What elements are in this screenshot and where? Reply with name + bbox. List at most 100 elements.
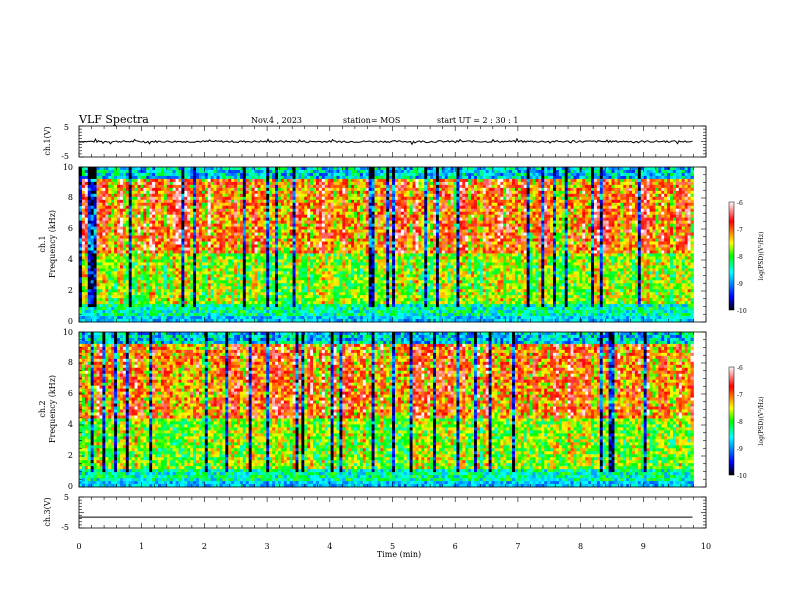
heatmap-cell — [231, 175, 235, 180]
heatmap-cell — [260, 244, 264, 248]
heatmap-cell — [257, 196, 261, 201]
heatmap-cell — [79, 193, 83, 198]
heatmap-cell — [204, 172, 209, 177]
heatmap-cell — [245, 280, 250, 284]
heatmap-cell — [245, 247, 250, 251]
heatmap-cell — [87, 199, 92, 204]
heatmap-cell — [289, 286, 293, 290]
heatmap-cell — [122, 178, 127, 183]
heatmap-cell — [245, 208, 250, 213]
heatmap-cell — [272, 244, 276, 248]
heatmap-cell — [190, 313, 194, 317]
heatmap-cell — [131, 196, 135, 201]
heatmap-cell — [201, 208, 206, 213]
heatmap-cell — [122, 295, 127, 299]
heatmap-cell — [198, 172, 203, 177]
heatmap-cell — [160, 274, 165, 278]
heatmap-cell — [160, 310, 165, 314]
heatmap-cell — [257, 289, 261, 293]
heatmap-cell — [342, 313, 346, 317]
heatmap-cell — [333, 283, 337, 287]
heatmap-cell — [348, 193, 352, 198]
heatmap-cell — [204, 178, 209, 183]
heatmap-cell — [122, 187, 127, 192]
heatmap-cell — [260, 310, 264, 314]
heatmap-cell — [222, 283, 226, 287]
heatmap-cell — [324, 202, 329, 207]
heatmap-cell — [102, 298, 106, 302]
heatmap-cell — [122, 241, 127, 245]
heatmap-cell — [140, 259, 144, 263]
heatmap-cell — [231, 238, 235, 242]
heatmap-cell — [93, 211, 97, 216]
heatmap-cell — [166, 193, 171, 198]
heatmap-cell — [272, 280, 276, 284]
heatmap-cell — [242, 205, 247, 210]
heatmap-cell — [333, 301, 337, 305]
heatmap-cell — [313, 247, 317, 251]
heatmap-cell — [307, 313, 311, 317]
heatmap-cell — [280, 217, 285, 222]
heatmap-cell — [339, 313, 343, 317]
heatmap-cell — [251, 223, 255, 228]
heatmap-cell — [266, 277, 270, 281]
heatmap-cell — [269, 232, 273, 236]
heatmap-cell — [219, 199, 223, 204]
heatmap-cell — [289, 271, 293, 275]
heatmap-cell — [260, 181, 264, 186]
heatmap-cell — [222, 247, 226, 251]
heatmap-cell — [90, 211, 95, 216]
heatmap-cell — [178, 175, 182, 180]
heatmap-cell — [146, 280, 150, 284]
heatmap-cell — [207, 196, 212, 201]
heatmap-cell — [149, 223, 153, 228]
heatmap-cell — [213, 172, 217, 177]
heatmap-cell — [193, 235, 197, 239]
heatmap-cell — [228, 319, 232, 323]
heatmap-cell — [178, 199, 182, 204]
heatmap-cell — [122, 274, 127, 278]
heatmap-cell — [313, 184, 317, 189]
heatmap-cell — [321, 265, 326, 269]
heatmap-cell — [140, 286, 144, 290]
heatmap-cell — [137, 247, 141, 251]
heatmap-cell — [210, 277, 214, 281]
heatmap-cell — [105, 316, 109, 320]
heatmap-cell — [190, 304, 194, 308]
heatmap-cell — [257, 268, 261, 272]
heatmap-cell — [79, 196, 83, 201]
heatmap-cell — [175, 265, 179, 269]
heatmap-cell — [225, 169, 229, 174]
heatmap-cell — [251, 304, 255, 308]
heatmap-cell — [181, 223, 185, 228]
heatmap-cell — [242, 223, 247, 228]
heatmap-cell — [219, 250, 223, 254]
heatmap-cell — [336, 283, 340, 287]
heatmap-cell — [228, 169, 232, 174]
heatmap-cell — [222, 319, 226, 323]
heatmap-cell — [111, 211, 115, 216]
heatmap-cell — [239, 286, 244, 290]
heatmap-cell — [307, 223, 311, 228]
heatmap-cell — [225, 205, 229, 210]
heatmap-cell — [119, 229, 124, 233]
heatmap-cell — [251, 235, 255, 239]
heatmap-cell — [125, 178, 130, 183]
heatmap-cell — [99, 250, 103, 254]
heatmap-cell — [105, 307, 109, 311]
heatmap-cell — [345, 289, 349, 293]
heatmap-cell — [295, 247, 299, 251]
heatmap-cell — [187, 286, 191, 290]
heatmap-cell — [93, 178, 97, 183]
heatmap-cell — [117, 268, 121, 272]
heatmap-cell — [295, 205, 299, 210]
heatmap-cell — [158, 172, 162, 177]
heatmap-cell — [254, 199, 258, 204]
heatmap-cell — [345, 178, 349, 183]
heatmap-cell — [298, 184, 302, 189]
heatmap-cell — [280, 202, 285, 207]
heatmap-cell — [198, 238, 203, 242]
heatmap-cell — [193, 304, 197, 308]
heatmap-cell — [96, 208, 100, 213]
heatmap-cell — [272, 301, 276, 305]
